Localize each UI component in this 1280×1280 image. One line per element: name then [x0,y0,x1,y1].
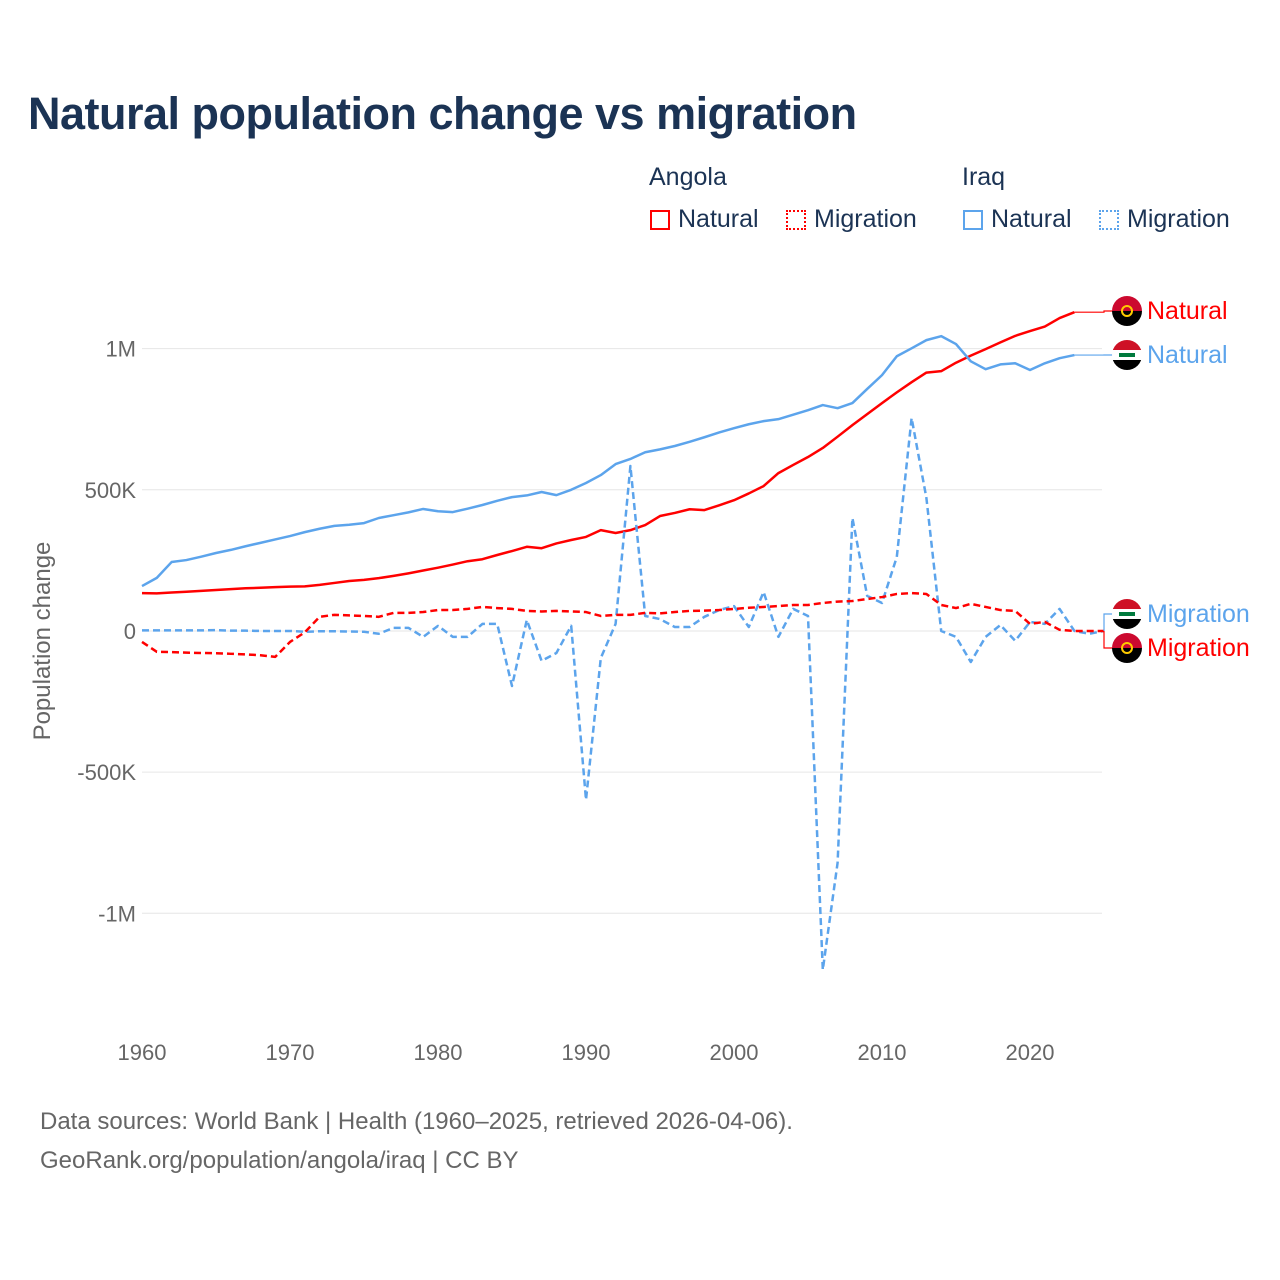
legend-label: Migration [814,205,917,233]
legend-swatch-solid-blue [963,209,983,230]
legend-angola-migration[interactable]: Migration [786,205,917,234]
end-label-angola-natural: Natural [1147,297,1228,325]
legend-group-iraq: Iraq [962,163,1006,191]
iraq-flag-icon [1112,340,1142,370]
legend-iraq-migration[interactable]: Migration [1099,205,1230,234]
legend-label: Natural [678,205,759,233]
legend-angola-natural[interactable]: Natural [650,205,759,234]
x-tick-label: 1980 [414,1040,463,1065]
y-tick-label: 0 [124,619,136,644]
end-label-connector [1103,613,1114,631]
angola-flag-icon [1112,633,1142,663]
y-tick-label: 1M [105,337,136,362]
end-label-angola-migration: Migration [1147,634,1250,662]
x-tick-label: 1960 [118,1040,167,1065]
legend-label: Natural [991,205,1072,233]
y-tick-label: 500K [85,478,137,503]
chart-title: Natural population change vs migration [28,88,857,139]
y-axis-label: Population change [29,542,56,741]
series-line-angola-migration[interactable] [141,591,1104,659]
x-tick-label: 2020 [1006,1040,1055,1065]
y-tick-label: -500K [77,760,136,785]
end-label-iraq-natural: Natural [1147,341,1228,369]
x-tick-label: 1970 [266,1040,315,1065]
footer-credit[interactable]: GeoRank.org/population/angola/iraq | CC … [40,1147,519,1174]
x-tick-label: 2010 [858,1040,907,1065]
series-line-iraq-natural[interactable] [141,334,1075,588]
footer-source: Data sources: World Bank | Health (1960–… [40,1108,793,1135]
end-label-connector [1074,310,1114,313]
legend-swatch-dotted-blue [1099,209,1119,230]
legend-iraq-natural[interactable]: Natural [963,205,1072,234]
legend-swatch-dotted-red [786,209,806,230]
legend-label: Migration [1127,205,1230,233]
end-label-connector [1103,630,1114,649]
angola-flag-icon [1112,296,1142,326]
legend-group-angola: Angola [649,163,727,191]
y-tick-label: -1M [98,901,136,926]
x-tick-label: 2000 [710,1040,759,1065]
legend-swatch-solid-red [650,209,670,230]
x-tick-label: 1990 [562,1040,611,1065]
series-line-angola-natural[interactable] [141,311,1075,595]
end-label-iraq-migration: Migration [1147,600,1250,628]
series-line-iraq-migration[interactable] [142,416,1105,972]
iraq-flag-icon [1112,599,1142,629]
